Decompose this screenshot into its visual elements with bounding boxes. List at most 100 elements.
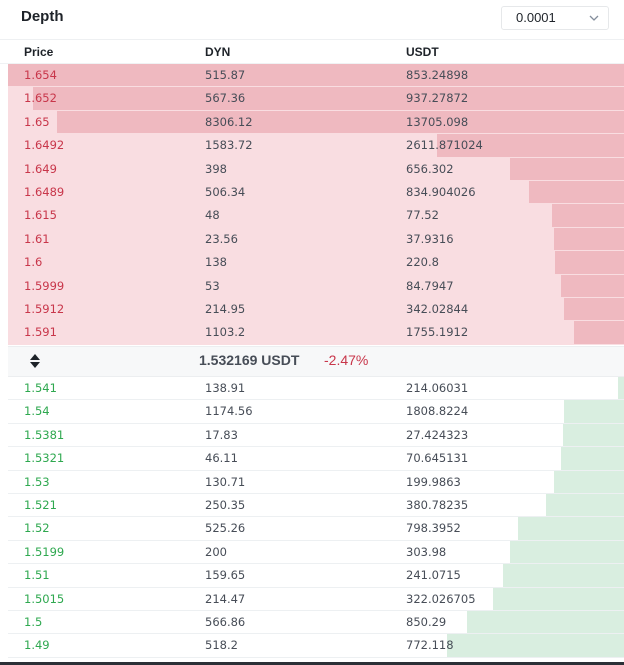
amount-cell: 506.34 — [205, 184, 246, 199]
depth-bar — [555, 251, 624, 274]
row-background — [8, 377, 624, 399]
bid-list: 1.541 138.91 214.06031 1.54 1174.56 1808.8224… — [8, 377, 624, 658]
bid-row[interactable]: 1.541 138.91 214.06031 — [8, 377, 624, 401]
depth-bar — [510, 157, 624, 180]
depth-bar — [436, 134, 624, 157]
depth-bar — [553, 470, 624, 493]
row-background — [8, 447, 624, 469]
price-cell: 1.6489 — [24, 184, 65, 199]
amount-cell: 48 — [205, 208, 220, 223]
bid-row[interactable]: 1.52 525.26 798.3952 — [8, 517, 624, 541]
ask-row[interactable]: 1.61 23.56 37.9316 — [8, 227, 624, 252]
amount-cell: 46.11 — [205, 451, 238, 466]
ask-row[interactable]: 1.615 48 77.52 — [8, 204, 624, 228]
bid-row[interactable]: 1.53 130.71 199.9863 — [8, 470, 624, 494]
depth-bar — [563, 423, 624, 447]
chevron-down-icon — [589, 15, 599, 21]
ask-row[interactable]: 1.652 567.36 937.27872 — [8, 87, 624, 111]
ask-row[interactable]: 1.5912 214.95 342.02844 — [8, 297, 624, 322]
amount-cell: 250.35 — [205, 497, 246, 512]
price-cell: 1.654 — [24, 68, 57, 82]
bid-row[interactable]: 1.5015 214.47 322.026705 — [8, 587, 624, 611]
price-cell: 1.61 — [24, 231, 50, 246]
amount-cell: 138 — [205, 255, 227, 270]
total-cell: 937.27872 — [406, 91, 469, 106]
column-headers: Price DYN USDT — [0, 40, 624, 64]
panel-title: Depth — [21, 8, 64, 25]
total-cell: 27.424323 — [406, 427, 469, 442]
bid-row[interactable]: 1.5 566.86 850.29 — [8, 610, 624, 635]
ask-row[interactable]: 1.6489 506.34 834.904026 — [8, 180, 624, 205]
amount-cell: 1583.72 — [205, 138, 253, 153]
total-cell: 656.302 — [406, 161, 454, 176]
depth-header: Depth 0.0001 — [0, 0, 624, 40]
total-cell: 37.9316 — [406, 231, 454, 246]
bid-row[interactable]: 1.54 1174.56 1808.8224 — [8, 400, 624, 424]
total-cell: 214.06031 — [406, 381, 469, 395]
amount-cell: 159.65 — [205, 568, 246, 583]
total-cell: 84.7947 — [406, 278, 454, 293]
row-background — [8, 227, 624, 252]
row-background — [8, 494, 624, 516]
ask-row[interactable]: 1.5999 53 84.7947 — [8, 274, 624, 298]
amount-cell: 130.71 — [205, 474, 246, 489]
price-cell: 1.615 — [24, 208, 57, 223]
price-cell: 1.5321 — [24, 451, 65, 466]
amount-cell: 23.56 — [205, 231, 238, 246]
amount-cell: 214.95 — [205, 301, 246, 316]
total-cell: 322.026705 — [406, 591, 476, 606]
bid-row[interactable]: 1.49 518.2 772.118 — [8, 634, 624, 658]
bid-row[interactable]: 1.51 159.65 241.0715 — [8, 564, 624, 588]
ask-row[interactable]: 1.6492 1583.72 2611.871024 — [8, 134, 624, 158]
row-background — [8, 400, 624, 422]
row-background — [8, 471, 624, 493]
depth-bar — [574, 321, 624, 344]
mid-price: 1.532169 USDT — [199, 352, 300, 368]
total-cell: 342.02844 — [406, 301, 469, 316]
ask-row[interactable]: 1.654 515.87 853.24898 — [8, 64, 624, 88]
total-cell: 241.0715 — [406, 568, 461, 583]
price-cell: 1.521 — [24, 497, 57, 512]
price-cell: 1.5381 — [24, 427, 65, 442]
depth-bar — [32, 87, 624, 110]
price-cell: 1.652 — [24, 91, 57, 106]
depth-bar — [510, 540, 624, 564]
price-cell: 1.5015 — [24, 591, 65, 606]
depth-bar — [551, 204, 624, 227]
depth-bar — [617, 377, 624, 400]
ask-row[interactable]: 1.591 1103.2 1755.1912 — [8, 321, 624, 345]
amount-cell: 1103.2 — [205, 325, 246, 340]
total-cell: 220.8 — [406, 255, 439, 270]
precision-select[interactable]: 0.0001 — [501, 6, 609, 30]
depth-bar — [561, 274, 624, 297]
ask-row[interactable]: 1.649 398 656.302 — [8, 157, 624, 181]
bid-row[interactable]: 1.521 250.35 380.78235 — [8, 493, 624, 518]
depth-bar — [528, 180, 624, 204]
depth-bar — [447, 634, 624, 657]
total-cell: 834.904026 — [406, 184, 476, 199]
precision-value: 0.0001 — [516, 10, 556, 25]
ask-row[interactable]: 1.65 8306.12 13705.098 — [8, 110, 624, 135]
ask-row[interactable]: 1.6 138 220.8 — [8, 251, 624, 275]
bid-row[interactable]: 1.5321 46.11 70.645131 — [8, 447, 624, 471]
sort-arrows-icon[interactable] — [30, 354, 40, 368]
row-background — [8, 157, 624, 181]
total-cell: 798.3952 — [406, 521, 461, 536]
depth-bar — [8, 64, 624, 87]
price-cell: 1.5999 — [24, 278, 65, 293]
bid-row[interactable]: 1.5381 17.83 27.424323 — [8, 423, 624, 448]
column-quote: USDT — [406, 45, 439, 59]
price-cell: 1.591 — [24, 325, 57, 340]
amount-cell: 200 — [205, 544, 227, 559]
row-background — [8, 204, 624, 228]
amount-cell: 567.36 — [205, 91, 246, 106]
total-cell: 77.52 — [406, 208, 439, 223]
bid-row[interactable]: 1.5199 200 303.98 — [8, 540, 624, 565]
total-cell: 772.118 — [406, 638, 454, 653]
bottom-divider — [0, 662, 624, 665]
total-cell: 380.78235 — [406, 497, 469, 512]
total-cell: 303.98 — [406, 544, 447, 559]
depth-bar — [545, 493, 624, 517]
amount-cell: 525.26 — [205, 521, 246, 536]
mid-price-bar: 1.532169 USDT -2.47% — [8, 346, 624, 377]
